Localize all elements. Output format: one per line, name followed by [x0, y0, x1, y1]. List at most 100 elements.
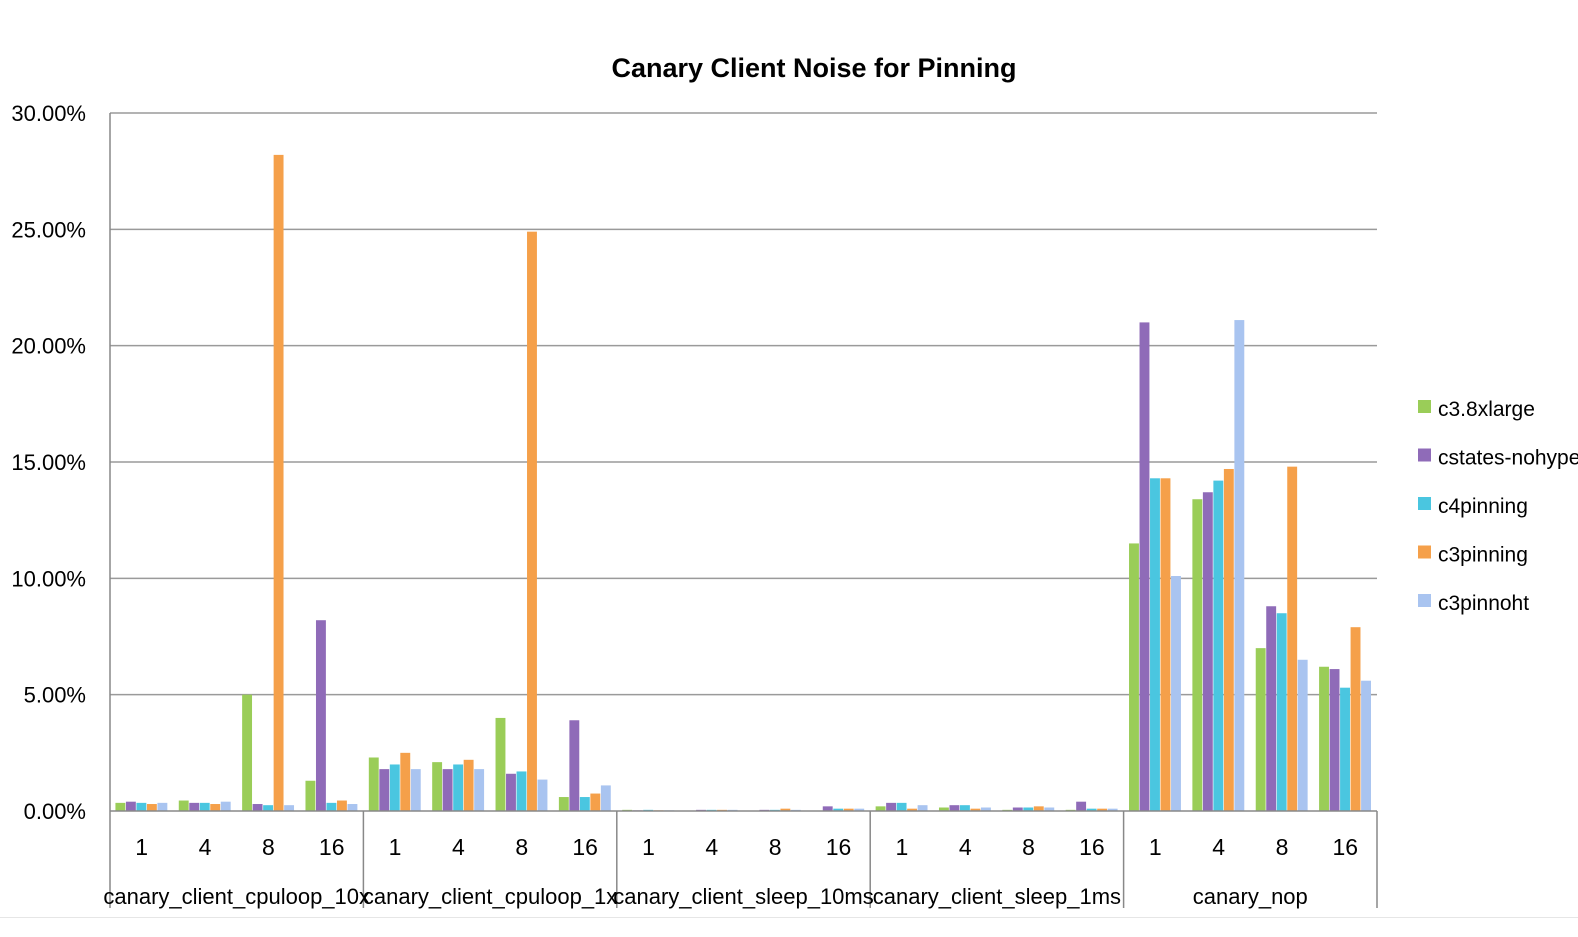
bar-c3-8xlarge [305, 781, 315, 811]
chart-title: Canary Client Noise for Pinning [611, 53, 1016, 83]
legend: c3.8xlarge cstates-nohyper c4pinning c3pinn… [1418, 398, 1578, 615]
bar-c3pinnoht [601, 785, 611, 811]
legend-label: c4pinning [1438, 495, 1528, 518]
x-tick-label: 8 [1022, 834, 1035, 860]
x-tick-label: 16 [1333, 834, 1359, 860]
bar-c3pinnoht [538, 780, 548, 811]
bar-c4pinning [390, 764, 400, 811]
bar-c4pinning [453, 764, 463, 811]
axes [110, 113, 1377, 908]
x-tick-label: 1 [895, 834, 908, 860]
bar-cstates-nohyper [886, 803, 896, 811]
x-tick-label: 16 [826, 834, 852, 860]
y-tick-label: 20.00% [11, 334, 86, 359]
bar-c3-8xlarge [496, 718, 506, 811]
bar-cstates-nohyper [1076, 802, 1086, 811]
bar-c3-8xlarge [242, 695, 252, 811]
bar-c4pinning [1150, 478, 1160, 811]
bar-c3pinning [147, 804, 157, 811]
bar-c3pinning [1161, 478, 1171, 811]
legend-label: cstates-nohyper [1438, 447, 1578, 470]
bar-cstates-nohyper [1330, 669, 1340, 811]
bar-cstates-nohyper [189, 803, 199, 811]
x-tick-label: 1 [642, 834, 655, 860]
bar-cstates-nohyper [253, 804, 263, 811]
x-tick-label: 4 [959, 834, 972, 860]
bar-c4pinning [263, 805, 273, 811]
bar-c3pinnoht [918, 805, 928, 811]
bar-c3pinnoht [284, 805, 294, 811]
x-tick-label: 8 [262, 834, 275, 860]
legend-label: c3pinning [1438, 544, 1528, 567]
x-tick-label: 4 [1212, 834, 1225, 860]
bar-c3pinning [274, 155, 284, 811]
bar-c3pinning [1224, 469, 1234, 811]
bar-c3pinnoht [1298, 660, 1308, 811]
bar-c3-8xlarge [432, 762, 442, 811]
bar-c3-8xlarge [1192, 499, 1202, 811]
bar-cstates-nohyper [1203, 492, 1213, 811]
bar-cstates-nohyper [316, 620, 326, 811]
bar-cstates-nohyper [506, 774, 516, 811]
x-tick-label: 8 [515, 834, 528, 860]
bar-c3-8xlarge [559, 797, 569, 811]
group-label: canary_nop [1193, 884, 1308, 909]
bar-c3pinnoht [157, 803, 167, 811]
x-tick-label: 4 [199, 834, 212, 860]
y-tick-label: 15.00% [11, 450, 86, 475]
bars [115, 155, 1371, 811]
legend-label: c3.8xlarge [1438, 398, 1535, 421]
bar-c4pinning [1340, 688, 1350, 811]
bar-c3pinning [527, 232, 537, 811]
y-tick-label: 0.00% [24, 799, 86, 824]
bar-c4pinning [517, 771, 527, 811]
x-tick-label: 8 [769, 834, 782, 860]
bar-c3-8xlarge [369, 757, 379, 811]
bar-c4pinning [200, 803, 210, 811]
y-axis-ticks: 0.00%5.00%10.00%15.00%20.00%25.00%30.00% [11, 101, 86, 824]
bar-c3pinnoht [221, 802, 231, 811]
bar-c4pinning [1213, 481, 1223, 811]
legend-swatch [1418, 497, 1431, 510]
y-tick-label: 5.00% [24, 683, 86, 708]
group-label: canary_client_cpuloop_10x [103, 884, 370, 909]
bar-c3pinnoht [1361, 681, 1371, 811]
bar-c3pinning [210, 804, 220, 811]
x-axis-ticks: 1 4 8 16 canary_client_cpuloop_10x 1 4 8 16 canar… [103, 834, 1358, 909]
legend-label: c3pinnoht [1438, 592, 1529, 615]
page-divider [0, 917, 1578, 918]
bar-cstates-nohyper [1266, 606, 1276, 811]
bar-c3pinnoht [411, 769, 421, 811]
bar-cstates-nohyper [1140, 322, 1150, 811]
bar-c3pinning [337, 801, 347, 811]
gridlines [110, 113, 1377, 695]
bar-c3-8xlarge [1129, 543, 1139, 811]
bar-c3pinning [1287, 467, 1297, 811]
bar-c4pinning [326, 803, 336, 811]
x-tick-label: 16 [319, 834, 345, 860]
group-label: canary_client_cpuloop_1x [363, 884, 617, 909]
x-tick-label: 4 [705, 834, 718, 860]
bar-c4pinning [960, 805, 970, 811]
y-tick-label: 10.00% [11, 566, 86, 591]
bar-c3pinnoht [474, 769, 484, 811]
group-label: canary_client_sleep_10ms [613, 884, 874, 909]
bar-cstates-nohyper [443, 769, 453, 811]
bar-c3pinnoht [1171, 576, 1181, 811]
legend-swatch [1418, 400, 1431, 413]
group-label: canary_client_sleep_1ms [873, 884, 1121, 909]
bar-c3pinning [400, 753, 410, 811]
x-tick-label: 8 [1276, 834, 1289, 860]
bar-cstates-nohyper [126, 802, 136, 811]
bar-c3-8xlarge [1319, 667, 1329, 811]
x-tick-label: 1 [389, 834, 402, 860]
x-tick-label: 4 [452, 834, 465, 860]
bar-cstates-nohyper [379, 769, 389, 811]
bar-c3pinnoht [347, 804, 357, 811]
bar-cstates-nohyper [949, 805, 959, 811]
bar-c4pinning [136, 803, 146, 811]
bar-c4pinning [897, 803, 907, 811]
y-tick-label: 30.00% [11, 101, 86, 126]
